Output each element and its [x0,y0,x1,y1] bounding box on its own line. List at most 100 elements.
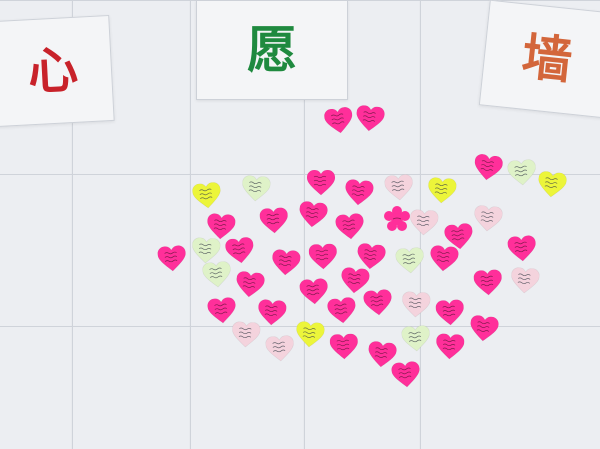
heart-note [391,361,421,389]
handwriting-scribble [442,309,456,313]
handwriting-scribble [363,111,376,115]
heart-icon [507,159,536,186]
handwriting-scribble [347,281,361,285]
handwriting-scribble [363,257,377,260]
heart-icon [384,174,413,201]
heart-icon [308,243,338,270]
handwriting-scribble [436,259,450,263]
handwriting-scribble [266,217,280,221]
heart-note [329,333,359,361]
handwriting-scribble [264,313,278,317]
heart-icon [236,271,265,298]
heart-note [207,297,237,325]
handwriting-scribble [334,303,347,307]
handwriting-scribble [313,179,327,183]
handwriting-scribble [476,329,490,332]
heart-note [429,245,459,273]
handwriting-scribble [248,185,262,189]
handwriting-scribble [302,335,316,339]
heart-icon [335,213,364,240]
heart-note [257,299,287,327]
handwriting-scribble [209,271,222,275]
heart-icon [473,269,502,296]
handwriting-scribble [279,255,292,259]
heart-note [192,182,223,211]
handwriting-scribble [391,180,404,184]
paper-sheet [0,174,80,334]
handwriting-scribble [481,215,494,219]
handwriting-scribble [313,183,327,187]
handwriting-scribble [278,263,292,267]
heart-note [235,271,266,300]
heart-icon [402,291,431,318]
handwriting-scribble [214,303,227,307]
heart-icon [272,249,301,276]
handwriting-scribble [233,251,246,255]
heart-icon [357,243,386,270]
handwriting-scribble [243,281,256,285]
heart-icon [474,153,503,181]
heart-note [427,177,457,205]
heart-icon [435,299,464,326]
heart-icon [307,170,335,196]
heart-icon [345,179,374,206]
handwriting-scribble [348,277,361,281]
heart-note [271,249,301,277]
handwriting-scribble [248,189,262,193]
handwriting-scribble [363,115,376,119]
handwriting-scribble [214,311,228,315]
handwriting-scribble [209,275,223,279]
handwriting-scribble [335,311,348,315]
handwriting-scribble [434,191,448,195]
handwriting-scribble [545,181,558,185]
heart-icon [207,297,236,324]
heart-note [367,341,398,370]
heart-note [241,175,271,203]
handwriting-scribble [408,335,422,339]
handwriting-scribble [514,169,528,173]
handwriting-scribble [364,253,377,257]
heart-note [469,315,500,344]
heart-note [307,170,335,196]
handwriting-scribble [514,245,528,249]
heart-note [265,335,295,363]
handwriting-scribble [238,335,252,339]
heart-icon [192,182,221,209]
handwriting-scribble [303,327,316,331]
handwriting-scribble [199,192,212,196]
heart-note [335,213,365,241]
title-card-yuan: 愿 [196,0,348,100]
heart-note [384,174,414,202]
heart-icon [341,267,370,294]
handwriting-scribble [272,341,285,345]
handwriting-scribble [517,277,531,281]
heart-note [191,237,221,264]
heart-icon [207,213,236,240]
handwriting-scribble [408,305,422,309]
handwriting-scribble [480,279,494,283]
handwriting-scribble [306,292,320,296]
handwriting-scribble [514,173,528,177]
heart-note [295,321,325,349]
paper-sheet [304,326,426,449]
heart-icon [259,207,288,234]
heart-icon [401,325,430,352]
handwriting-scribble [265,305,278,309]
heart-icon [428,177,457,204]
heart-note [435,299,464,326]
handwriting-scribble [437,251,450,255]
heart-note [206,213,236,241]
handwriting-scribble [402,257,416,261]
heart-note [225,236,256,265]
handwriting-scribble [437,255,450,259]
handwriting-scribble [398,371,411,375]
handwriting-scribble [416,219,430,223]
paper-sheet [0,326,80,449]
handwriting-scribble [514,165,527,169]
handwriting-scribble [164,259,178,263]
handwriting-scribble [306,288,320,292]
heart-icon [192,237,221,264]
handwriting-scribble [303,331,316,335]
handwriting-scribble [266,221,280,225]
heart-note [323,106,354,136]
